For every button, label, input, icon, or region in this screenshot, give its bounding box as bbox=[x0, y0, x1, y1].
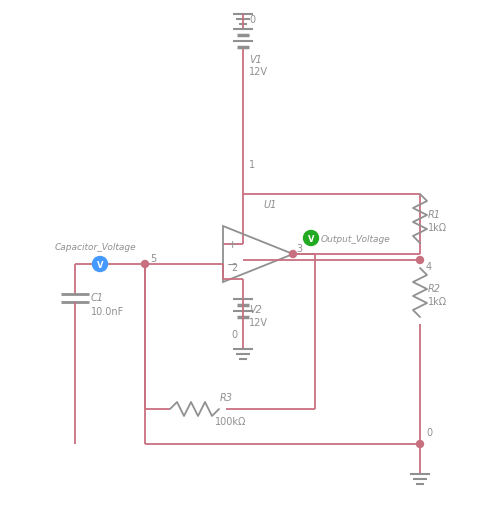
Circle shape bbox=[304, 231, 318, 246]
Text: 100kΩ: 100kΩ bbox=[215, 416, 246, 426]
Text: 3: 3 bbox=[296, 243, 302, 253]
Text: C1: C1 bbox=[91, 293, 104, 302]
Text: 1: 1 bbox=[249, 160, 255, 169]
Text: V: V bbox=[308, 234, 314, 243]
Text: R3: R3 bbox=[220, 392, 233, 402]
Text: V: V bbox=[97, 260, 103, 269]
Text: V1: V1 bbox=[249, 55, 262, 65]
Circle shape bbox=[92, 257, 108, 272]
Circle shape bbox=[290, 251, 296, 258]
Circle shape bbox=[416, 257, 424, 264]
Text: 1kΩ: 1kΩ bbox=[428, 296, 447, 306]
Text: Output_Voltage: Output_Voltage bbox=[321, 234, 390, 243]
Text: V2: V2 bbox=[249, 304, 262, 315]
Text: R1: R1 bbox=[428, 210, 441, 219]
Circle shape bbox=[416, 441, 424, 447]
Text: 12V: 12V bbox=[249, 318, 268, 327]
Text: +: + bbox=[228, 240, 236, 249]
Circle shape bbox=[142, 261, 148, 268]
Text: 0: 0 bbox=[426, 427, 432, 437]
Text: 10.0nF: 10.0nF bbox=[91, 306, 124, 317]
Text: 2: 2 bbox=[231, 263, 237, 272]
Text: Capacitor_Voltage: Capacitor_Voltage bbox=[55, 242, 136, 251]
Text: 5: 5 bbox=[150, 253, 156, 264]
Text: 1kΩ: 1kΩ bbox=[428, 222, 447, 233]
Text: 0: 0 bbox=[249, 15, 255, 25]
Text: 0: 0 bbox=[231, 329, 237, 340]
Text: 4: 4 bbox=[426, 262, 432, 271]
Text: R2: R2 bbox=[428, 284, 441, 293]
Text: U1: U1 bbox=[263, 200, 276, 210]
Text: 12V: 12V bbox=[249, 67, 268, 77]
Text: −: − bbox=[227, 258, 237, 271]
